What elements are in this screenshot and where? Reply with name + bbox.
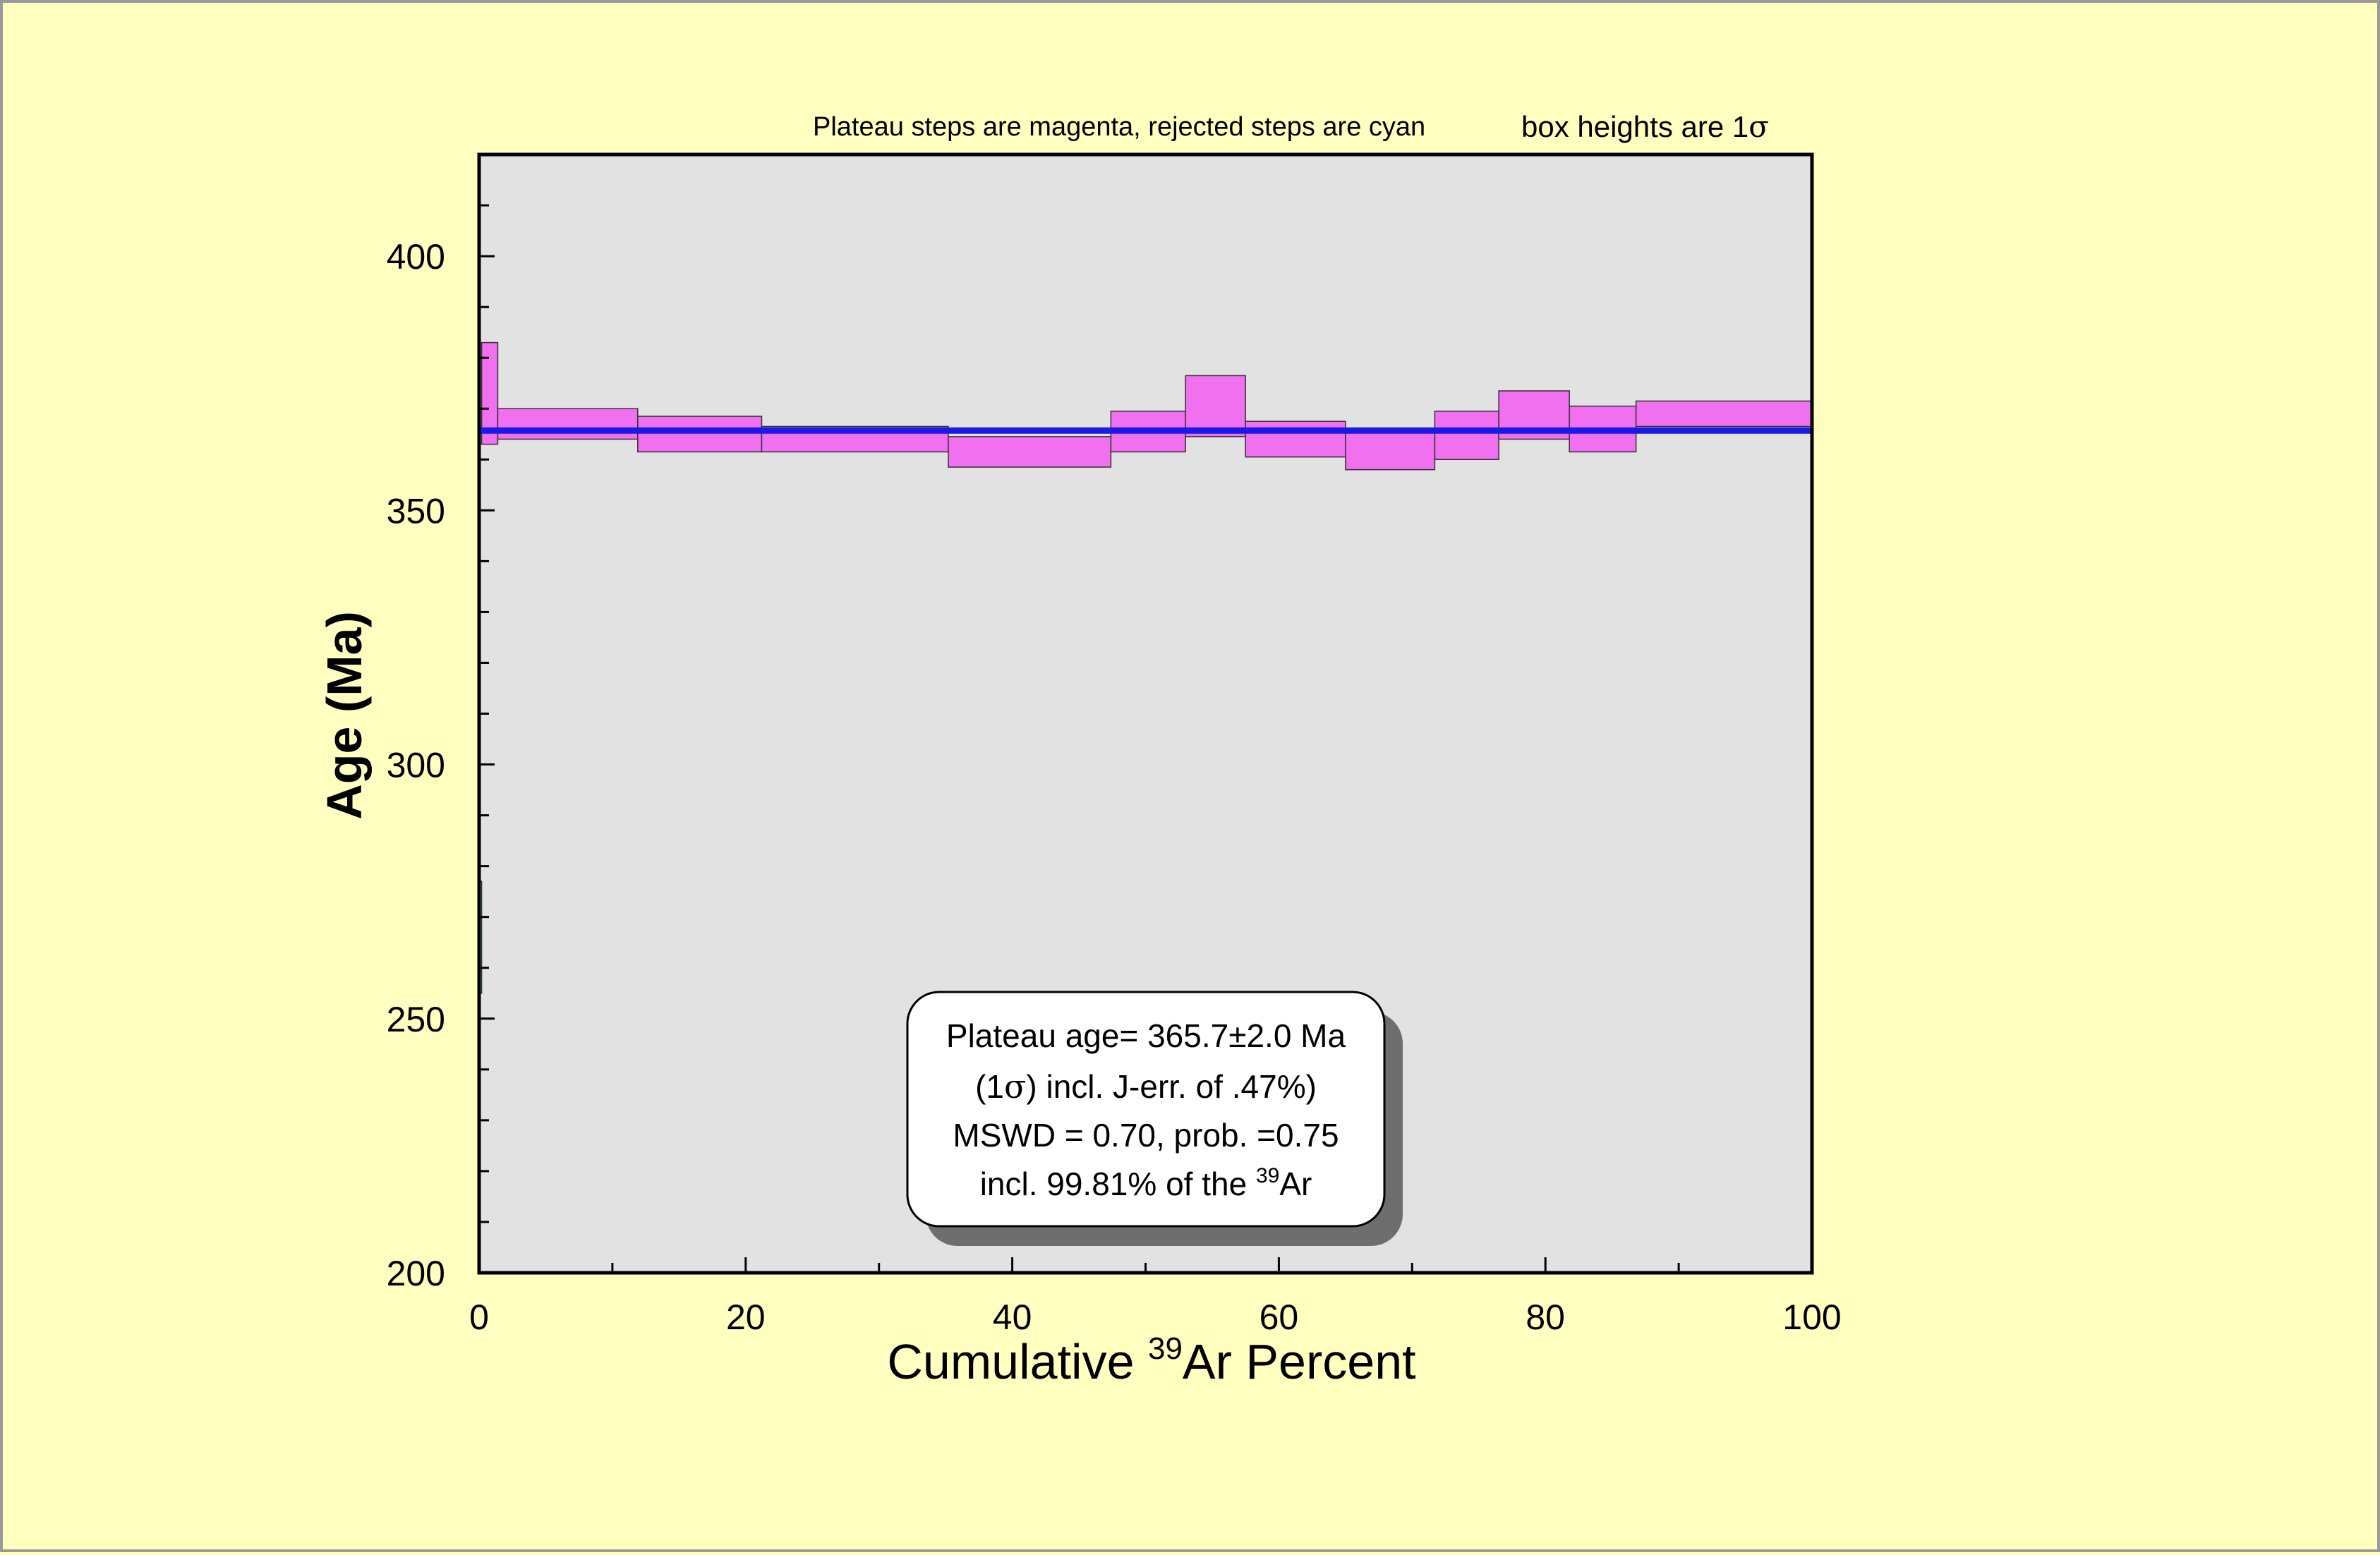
y-tick-label: 300 (387, 746, 445, 785)
result-line-1: Plateau age= 365.7±2.0 Ma (946, 1017, 1346, 1054)
plateau-step (948, 436, 1112, 468)
y-tick-label: 200 (387, 1254, 445, 1293)
result-line-4-post: Ar (1279, 1166, 1312, 1202)
y-tick-label: 350 (387, 491, 445, 531)
result-line-4-pre: incl. 99.81% of the (980, 1166, 1256, 1202)
x-axis-title-prefix: Cumulative (887, 1334, 1148, 1389)
plateau-step (1434, 411, 1499, 461)
plateau-step (1635, 400, 1813, 428)
y-axis-title: Age (Ma) (317, 611, 372, 820)
plateau-step (1345, 430, 1436, 471)
sigma-symbol: σ (1748, 109, 1769, 144)
plateau-result-box: Plateau age= 365.7±2.0 Ma (1σ) incl. J-e… (906, 991, 1403, 1246)
y-tick-label: 400 (387, 237, 445, 277)
axes: 0 20 40 60 80 100 200 250 300 350 400 (387, 153, 1842, 1337)
x-tick-label: 0 (469, 1297, 489, 1337)
x-tick-label: 40 (993, 1297, 1032, 1337)
result-box-frame (906, 991, 1386, 1228)
y-tick-label: 250 (387, 1000, 445, 1039)
result-line-2: (1σ) incl. J-err. of .47%) (975, 1067, 1317, 1106)
plateau-step (1185, 375, 1246, 437)
x-axis-title-suffix: Ar Percent (1183, 1334, 1416, 1389)
x-axis-title: Cumulative 39Ar Percent (887, 1331, 1415, 1389)
chart-svg: 0 20 40 60 80 100 200 250 300 350 400 Plateau step… (317, 109, 1842, 1389)
x-tick-label: 80 (1526, 1297, 1565, 1337)
plateau-step (1245, 420, 1346, 458)
x-tick-label: 100 (1782, 1297, 1841, 1337)
result-line-2-sigma: σ (1004, 1067, 1026, 1106)
plateau-step (497, 408, 639, 440)
box-height-note-text: box heights are 1 (1521, 110, 1748, 143)
result-line-4: incl. 99.81% of the 39Ar (980, 1164, 1312, 1202)
plateau-step (481, 341, 499, 445)
result-line-4-sup: 39 (1256, 1164, 1279, 1187)
x-tick-label: 60 (1260, 1297, 1299, 1337)
result-line-2-post: ) incl. J-err. of .47%) (1026, 1068, 1317, 1105)
plateau-step (637, 416, 763, 453)
result-line-2-pre: (1 (975, 1068, 1004, 1105)
x-tick-label: 20 (726, 1297, 766, 1337)
result-line-3: MSWD = 0.70, prob. =0.75 (953, 1117, 1339, 1154)
legend-note: Plateau steps are magenta, rejected step… (813, 112, 1425, 142)
x-axis-title-sup: 39 (1148, 1331, 1183, 1366)
box-height-note: box heights are 1σ (1521, 109, 1769, 144)
